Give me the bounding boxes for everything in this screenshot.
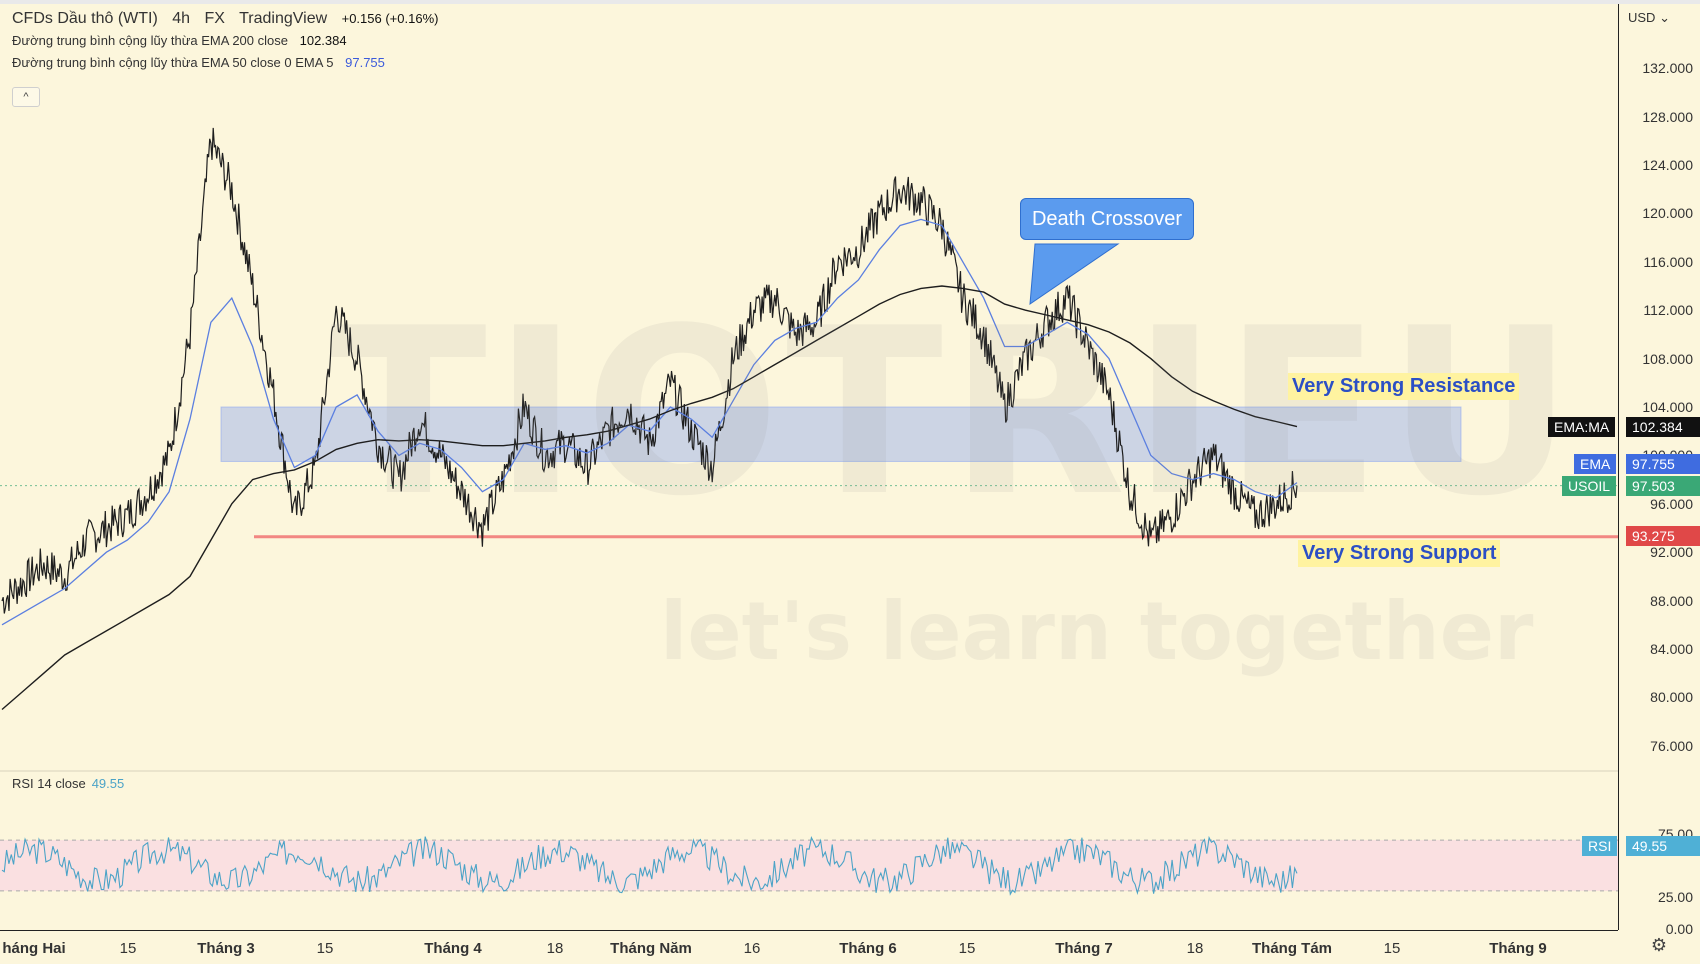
time-tick-label: 18 (1186, 940, 1204, 957)
support-badge-value: 93.275 (1626, 526, 1700, 546)
price-tick-label: 124.000 (1642, 157, 1693, 173)
callout-pointer (1029, 243, 1120, 306)
time-tick-label: Tháng 4 (424, 940, 482, 957)
time-tick-label: 18 (546, 940, 564, 957)
symbol-name[interactable]: CFDs Dầu thô (WTI) (12, 10, 158, 27)
ema-badge-label: EMA (1574, 454, 1617, 474)
price-chart-area[interactable] (0, 4, 1618, 930)
chevron-down-icon: ⌄ (1659, 10, 1670, 25)
interval-label[interactable]: 4h (172, 10, 191, 27)
ema50-legend-row[interactable]: Đường trung bình cộng lũy thừa EMA 50 cl… (12, 54, 448, 72)
series-line-ema (1, 218, 1298, 626)
support-label: Very Strong Support (1298, 540, 1501, 567)
rsi-badge-label: RSI (1582, 836, 1618, 856)
time-tick-label: 15 (316, 940, 334, 957)
price-tick-label: 132.000 (1642, 60, 1693, 77)
currency-selector[interactable]: USD ⌄ (1628, 10, 1670, 26)
price-tick-label: 128.000 (1642, 108, 1693, 125)
time-tick-label: Tháng 7 (1055, 940, 1113, 957)
currency-label: USD (1628, 10, 1656, 25)
time-tick-label: Tháng 6 (839, 940, 897, 957)
symbol-row: CFDs Dầu thô (WTI) 4h FX TradingView +0.… (12, 10, 448, 28)
usoil-badge-value: 97.503 (1626, 476, 1700, 496)
price-tick-label: 112.000 (1643, 302, 1693, 319)
death-crossover-callout: Death Crossover (1020, 198, 1194, 240)
rsi-line (1, 835, 1298, 896)
rsi-legend[interactable]: RSI 14 close 49.55 (12, 776, 124, 791)
time-tick-label: 15 (119, 940, 137, 957)
time-tick-label: 16 (743, 940, 761, 957)
time-tick-label: Tháng Tám (1251, 940, 1333, 957)
series-line-usoil (1, 127, 1298, 614)
time-tick-label: Tháng 9 (1489, 940, 1547, 957)
exchange-label: FX (204, 10, 225, 27)
rsi-tick-label: 0.00 (1665, 921, 1693, 937)
ema200-value: 102.384 (299, 33, 347, 48)
ema200-label: Đường trung bình cộng lũy thừa EMA 200 c… (12, 33, 288, 48)
rsi-badge-value: 49.55 (1626, 836, 1700, 856)
price-tick-label: 80.000 (1650, 689, 1693, 706)
price-tick-label: 84.000 (1650, 641, 1693, 657)
price-change: +0.156 (+0.16%) (341, 11, 439, 26)
time-tick-label: Tháng 3 (197, 940, 255, 957)
time-tick-label: 15 (1383, 940, 1401, 957)
time-tick-label: 15 (958, 940, 976, 957)
watermark-brand: TIOTRIEU (330, 280, 1580, 547)
rsi-legend-label: RSI 14 close (12, 776, 86, 791)
price-tick-label: 108.000 (1642, 350, 1693, 367)
series-line-ema-ma (1, 285, 1298, 711)
time-tick-label: háng Hai (2, 940, 66, 957)
time-axis[interactable]: háng Hai 15 Tháng 3 15 Tháng 4 18 Tháng Năm 16 T… (0, 930, 1618, 964)
source-label: TradingView (239, 10, 328, 27)
price-tick-label: 116.000 (1643, 253, 1693, 270)
price-tick-label: 96.000 (1650, 495, 1693, 512)
gear-icon[interactable]: ⚙ (1650, 935, 1668, 955)
rsi-legend-value: 49.55 (91, 776, 125, 791)
time-tick-label: Tháng Năm (610, 940, 692, 957)
rsi-tick-label: 25.00 (1657, 889, 1693, 906)
resistance-label: Very Strong Resistance (1288, 373, 1520, 400)
price-tick-label: 76.000 (1650, 737, 1693, 754)
emama-badge-value: 102.384 (1626, 417, 1700, 437)
top-strip (0, 0, 1700, 4)
collapse-legend-button[interactable]: ^ (12, 87, 40, 107)
price-tick-label: 92.000 (1650, 544, 1693, 561)
ema200-legend-row[interactable]: Đường trung bình cộng lũy thừa EMA 200 c… (12, 32, 448, 50)
price-tick-label: 120.000 (1642, 205, 1693, 222)
price-tick-label: 88.000 (1650, 592, 1693, 609)
ema50-label: Đường trung bình cộng lũy thừa EMA 50 cl… (12, 55, 334, 70)
usoil-badge-label: USOIL (1562, 476, 1617, 496)
chart-canvas[interactable] (0, 4, 1618, 930)
emama-badge-label: EMA:MA (1548, 417, 1616, 437)
price-tick-label: 104.000 (1642, 399, 1693, 415)
chart-legend: CFDs Dầu thô (WTI) 4h FX TradingView +0.… (12, 10, 448, 72)
ema50-value: 97.755 (345, 55, 385, 70)
watermark-slogan: let's learn together (660, 585, 1534, 678)
ema-badge-value: 97.755 (1626, 454, 1700, 474)
